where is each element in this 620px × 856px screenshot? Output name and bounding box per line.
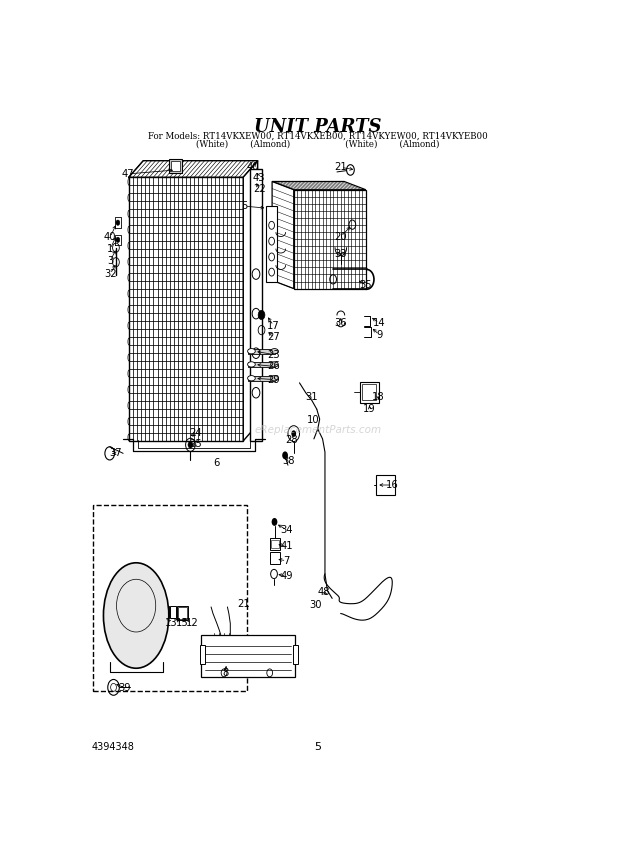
Text: 48: 48 <box>317 587 330 597</box>
Text: 3: 3 <box>107 256 113 266</box>
Text: 21: 21 <box>334 163 347 172</box>
Bar <box>179 607 187 619</box>
Circle shape <box>272 518 277 526</box>
Bar <box>293 645 298 664</box>
Bar <box>94 505 247 691</box>
Ellipse shape <box>247 376 255 381</box>
Ellipse shape <box>271 362 278 367</box>
Text: 47: 47 <box>122 169 135 179</box>
Text: 25: 25 <box>189 439 202 449</box>
Bar <box>171 162 180 170</box>
Text: 8: 8 <box>223 668 229 678</box>
Bar <box>129 177 243 441</box>
Bar <box>169 158 182 173</box>
Bar <box>170 606 177 618</box>
Ellipse shape <box>104 562 169 669</box>
Text: 32: 32 <box>104 269 117 279</box>
Circle shape <box>188 442 193 448</box>
Text: 30: 30 <box>309 600 322 610</box>
Polygon shape <box>129 161 258 177</box>
Text: 24: 24 <box>189 428 202 438</box>
Text: 27: 27 <box>267 332 280 342</box>
Text: 35: 35 <box>360 280 372 289</box>
Bar <box>362 384 376 400</box>
Text: 1: 1 <box>107 244 113 254</box>
Text: 34: 34 <box>280 525 293 535</box>
Polygon shape <box>243 161 258 441</box>
Bar <box>202 634 295 677</box>
Text: 4394348: 4394348 <box>92 742 135 752</box>
Text: 38: 38 <box>283 455 295 466</box>
Text: For Models: RT14VKXEW00, RT14VKXEB00, RT14VKYEW00, RT14VKYEB00: For Models: RT14VKXEW00, RT14VKXEB00, RT… <box>148 132 487 141</box>
Text: 23: 23 <box>267 349 280 360</box>
Bar <box>200 645 205 664</box>
Text: 40: 40 <box>104 232 117 242</box>
Text: 36: 36 <box>335 318 347 328</box>
Text: 16: 16 <box>386 480 399 490</box>
Ellipse shape <box>271 376 278 381</box>
Text: 19: 19 <box>363 403 376 413</box>
Text: 33: 33 <box>335 249 347 259</box>
Bar <box>376 475 394 495</box>
Text: 26: 26 <box>267 361 280 372</box>
Polygon shape <box>272 181 366 190</box>
Text: 21: 21 <box>237 598 250 609</box>
Text: 49: 49 <box>280 571 293 581</box>
Bar <box>177 606 188 620</box>
Circle shape <box>116 237 120 242</box>
Text: 29: 29 <box>267 375 280 384</box>
Ellipse shape <box>271 348 278 354</box>
Text: 40: 40 <box>247 163 259 172</box>
Text: 17: 17 <box>267 320 280 330</box>
Text: 18: 18 <box>372 392 384 401</box>
Text: 5: 5 <box>314 742 321 752</box>
Ellipse shape <box>247 348 255 354</box>
Circle shape <box>258 311 265 319</box>
Bar <box>360 382 379 402</box>
Text: 31: 31 <box>306 392 318 402</box>
Text: 9: 9 <box>376 330 383 340</box>
Text: 14: 14 <box>373 318 386 328</box>
Bar <box>270 552 280 564</box>
Polygon shape <box>272 181 294 288</box>
Bar <box>248 376 275 381</box>
Text: 10: 10 <box>307 415 319 425</box>
Text: 13: 13 <box>165 618 177 628</box>
Bar <box>248 348 275 354</box>
Text: 37: 37 <box>110 449 122 458</box>
Circle shape <box>282 451 288 460</box>
Ellipse shape <box>247 362 255 367</box>
Text: 39: 39 <box>118 683 131 693</box>
Bar <box>249 169 262 441</box>
Text: 5: 5 <box>242 201 248 211</box>
Text: 28: 28 <box>285 435 298 445</box>
Text: 7: 7 <box>283 556 290 566</box>
Circle shape <box>291 431 296 437</box>
Text: eReplacementParts.com: eReplacementParts.com <box>254 425 381 435</box>
Text: 43: 43 <box>253 173 265 183</box>
Bar <box>267 206 277 282</box>
Bar <box>248 362 275 367</box>
Text: 41: 41 <box>280 541 293 550</box>
Text: 12: 12 <box>185 618 198 628</box>
Text: 15: 15 <box>175 618 188 628</box>
Bar <box>294 190 366 288</box>
Text: 6: 6 <box>214 458 220 468</box>
Bar <box>270 538 280 550</box>
Text: (White)        (Almond)                    (White)        (Almond): (White) (Almond) (White) (Almond) <box>196 140 440 149</box>
Bar <box>162 606 169 618</box>
Bar <box>271 540 279 548</box>
Text: 22: 22 <box>253 184 265 194</box>
Text: UNIT PARTS: UNIT PARTS <box>254 118 381 136</box>
Circle shape <box>116 220 120 225</box>
Bar <box>151 619 161 632</box>
Text: 20: 20 <box>335 231 347 241</box>
